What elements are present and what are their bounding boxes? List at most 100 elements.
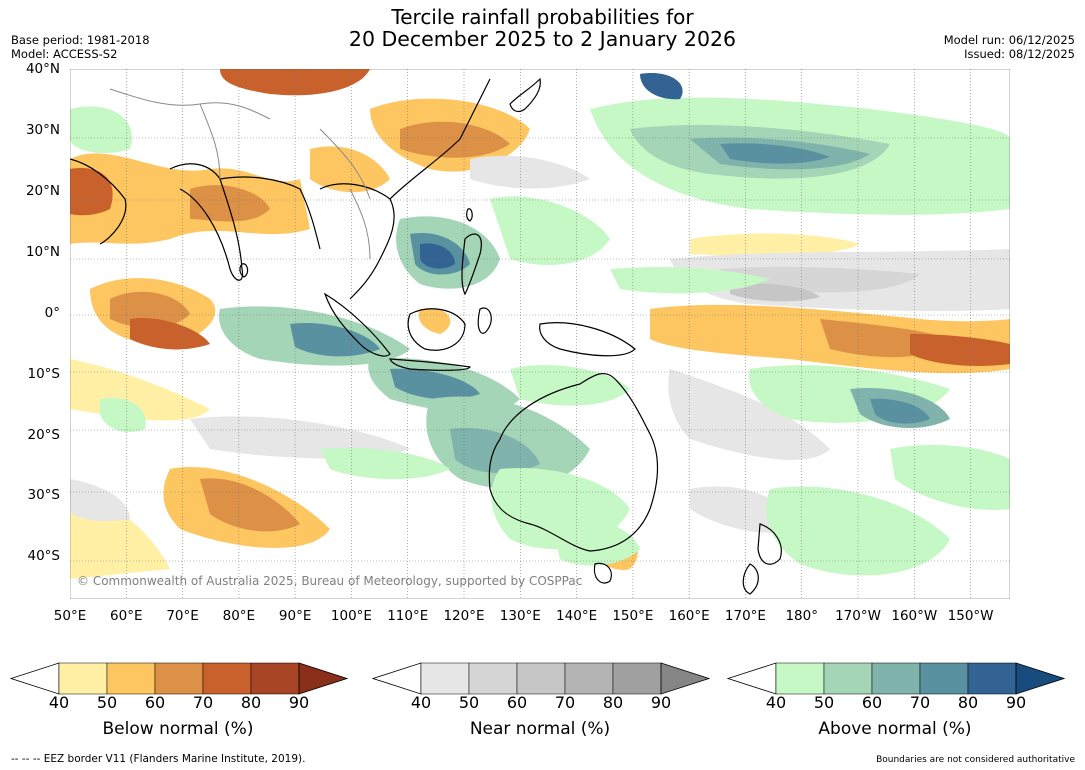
lon-tick-label: 110°E <box>387 608 429 624</box>
near-normal-regions <box>70 155 1010 533</box>
coastline-china <box>389 78 491 200</box>
lat-tick-label: 40°S <box>27 548 61 565</box>
colorbar-tick-label: 80 <box>240 693 262 712</box>
colorbar-segment <box>468 662 518 695</box>
lat-tick-label: 30°N <box>25 121 60 138</box>
lon-tick-label: 160°W <box>891 608 938 624</box>
graticule <box>70 69 1010 599</box>
colorbar-tick-label: 90 <box>650 693 672 712</box>
colorbar-segment <box>564 662 614 695</box>
colorbar-tick-label: 80 <box>957 693 979 712</box>
colorbar-2 <box>372 662 710 695</box>
lon-tick-label: 150°E <box>612 608 654 624</box>
coastline-australia <box>488 372 659 552</box>
lat-tick-label: 10°N <box>25 243 60 260</box>
lon-tick-label: 90°E <box>278 608 312 624</box>
colorbar-extend-low <box>10 662 60 695</box>
colorbar-extend-high <box>1015 662 1065 695</box>
colorbar-tick-label: 40 <box>48 693 70 712</box>
colorbar-segment <box>154 662 204 695</box>
colorbar-title: Near normal (%) <box>469 719 611 739</box>
lon-tick-label: 100°E <box>330 608 372 624</box>
lat-tick-label: 10°S <box>27 365 61 382</box>
colorbar-tick-label: 60 <box>861 693 883 712</box>
model-run-label: Model run: 06/12/2025 <box>943 33 1075 47</box>
colorbar-tick-label: 70 <box>554 693 576 712</box>
colorbar-tick-label: 50 <box>813 693 835 712</box>
coastline-new-zealand <box>742 523 782 595</box>
lat-tick-label: 40°N <box>25 61 60 77</box>
lon-tick-label: 130°E <box>499 608 541 624</box>
coastline-sulawesi <box>477 307 492 334</box>
lon-tick-label: 180° <box>785 608 818 624</box>
lon-tick-label: 160°E <box>668 608 710 624</box>
coastline-japan <box>509 77 541 113</box>
lon-tick-label: 170°W <box>835 608 881 624</box>
colorbar-segment <box>823 662 873 695</box>
model-label: Model: ACCESS-S2 <box>11 47 118 61</box>
colorbar-extend-high <box>298 662 348 695</box>
colorbar-segment <box>967 662 1017 695</box>
colorbar-tick-label: 50 <box>458 693 480 712</box>
colorbar-segment <box>106 662 156 695</box>
colorbar-segment <box>919 662 969 695</box>
lat-tick-label: 0° <box>44 304 60 321</box>
colorbar-segment <box>516 662 566 695</box>
colorbar-tick-label: 90 <box>1005 693 1027 712</box>
colorbar-segment <box>871 662 921 695</box>
colorbar-tick-label: 40 <box>765 693 787 712</box>
colorbar-tick-label: 60 <box>506 693 528 712</box>
lon-tick-label: 70°E <box>166 608 199 624</box>
lon-tick-label: 140°E <box>556 608 598 624</box>
colorbar-segment <box>202 662 252 695</box>
colorbar-tick-label: 40 <box>410 693 432 712</box>
colorbar-tick-label: 50 <box>96 693 118 712</box>
rainfall-probability-map: © Commonwealth of Australia 2025, Bureau… <box>70 69 1010 599</box>
colorbar-tick-label: 80 <box>602 693 624 712</box>
lon-tick-label: 120°E <box>443 608 485 624</box>
coastline-taiwan <box>466 208 473 222</box>
coastline-bay-of-bengal <box>219 176 321 250</box>
coastline-arabia-india <box>70 158 244 281</box>
below-normal-regions <box>70 69 1010 579</box>
issued-label: Issued: 08/12/2025 <box>964 47 1075 61</box>
colorbar-extend-low <box>372 662 422 695</box>
colorbar-3 <box>727 662 1065 695</box>
coastlines <box>70 77 782 595</box>
lon-tick-label: 170°E <box>724 608 766 624</box>
colorbar-segment <box>58 662 108 695</box>
colorbar-segment <box>612 662 662 695</box>
coastline-java <box>389 358 471 371</box>
lat-tick-label: 30°S <box>27 487 61 504</box>
above-normal-regions <box>70 73 1010 576</box>
base-period-label: Base period: 1981-2018 <box>11 33 150 47</box>
boundaries-disclaimer: Boundaries are not considered authoritat… <box>876 755 1075 765</box>
colorbar-tick-label: 70 <box>909 693 931 712</box>
colorbar-title: Above normal (%) <box>818 719 972 739</box>
lon-tick-label: 60°E <box>110 608 143 624</box>
lon-tick-label: 150°W <box>947 608 994 624</box>
map-title-line2: 20 December 2025 to 2 January 2026 <box>348 27 737 51</box>
lon-tick-label: 80°E <box>222 608 256 624</box>
colorbar-1 <box>10 662 348 695</box>
colorbar-title: Below normal (%) <box>102 719 254 739</box>
colorbar-segment <box>775 662 825 695</box>
lat-tick-label: 20°N <box>25 182 60 199</box>
coastline-new-guinea <box>539 322 636 357</box>
coastline-sri-lanka <box>239 263 249 278</box>
coastline-borneo <box>407 308 466 351</box>
colorbar-extend-high <box>660 662 710 695</box>
map-copyright: © Commonwealth of Australia 2025, Bureau… <box>77 574 582 588</box>
coastline-sumatra <box>323 292 391 357</box>
lon-tick-label: 50°E <box>53 608 87 624</box>
colorbar-tick-label: 60 <box>144 693 166 712</box>
colorbar-extend-low <box>727 662 777 695</box>
colorbar-segment <box>420 662 470 695</box>
country-borders <box>109 88 371 260</box>
eez-legend: -- -- -- EEZ border V11 (Flanders Marine… <box>11 753 306 765</box>
coastline-indochina <box>319 183 395 300</box>
colorbar-tick-label: 70 <box>192 693 214 712</box>
lat-tick-label: 20°S <box>27 426 61 443</box>
colorbar-tick-label: 90 <box>288 693 310 712</box>
coastline-philippines <box>461 233 482 296</box>
